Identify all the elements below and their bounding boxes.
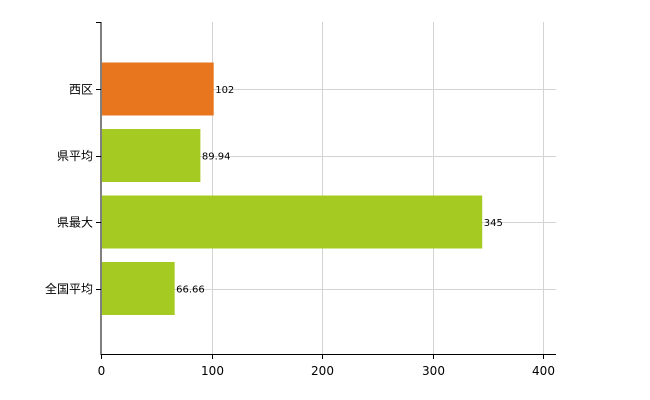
category-label: 県平均 — [57, 149, 93, 163]
bar-group — [102, 62, 483, 315]
data-labels: 102 89.94 345 66.66 — [176, 85, 503, 296]
category-label: 全国平均 — [45, 281, 93, 296]
data-label: 102 — [215, 85, 234, 96]
x-tick-label: 0 — [98, 364, 106, 378]
bar — [102, 62, 214, 116]
axes — [96, 22, 556, 359]
x-tick-label: 200 — [311, 364, 334, 378]
data-label: 345 — [484, 218, 503, 229]
bar — [102, 129, 201, 182]
x-tick-label: 100 — [201, 364, 224, 378]
bar — [102, 195, 483, 249]
x-tick-labels: 0 100 200 300 400 — [98, 364, 555, 378]
bar — [102, 262, 175, 315]
category-label: 県最大 — [57, 216, 93, 230]
data-label: 66.66 — [176, 285, 205, 296]
x-tick-label: 400 — [532, 364, 555, 378]
x-tick-label: 300 — [422, 364, 445, 378]
category-label: 西区 — [69, 83, 93, 97]
data-label: 89.94 — [202, 152, 231, 163]
